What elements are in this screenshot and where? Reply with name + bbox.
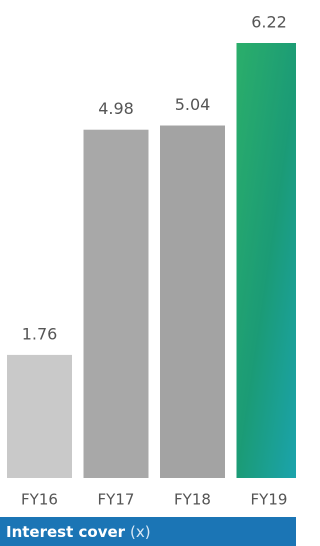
value-label: 6.22 [251, 13, 287, 32]
x-tick-label: FY18 [174, 491, 211, 509]
bar-edge [237, 43, 297, 478]
x-tick-label: FY16 [21, 491, 58, 509]
bars [7, 43, 296, 478]
bar [160, 126, 225, 478]
value-label: 4.98 [98, 99, 134, 118]
page: Interest cover(x) 1.76 FY16 4.98 FY17 5.04 FY… [0, 0, 296, 546]
bar [84, 130, 149, 478]
unit: (x) [130, 523, 151, 541]
chart-title: Interest cover [6, 523, 126, 541]
value-label: 5.04 [175, 95, 211, 114]
value-label: 1.76 [22, 324, 58, 343]
bar [7, 355, 72, 478]
chart: Interest cover(x) 1.76 FY16 4.98 FY17 5.04 FY… [0, 0, 296, 546]
x-tick-label: FY19 [251, 491, 288, 509]
x-tick-label: FY17 [98, 491, 135, 509]
